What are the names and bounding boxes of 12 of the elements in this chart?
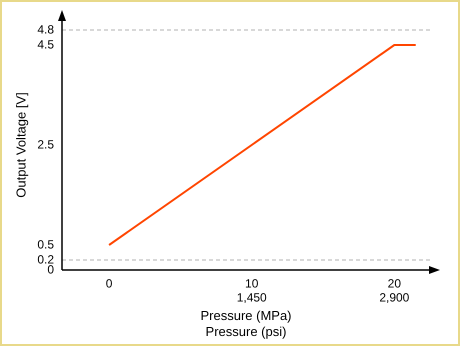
y-tick-label: 2.5 <box>37 137 54 152</box>
x-tick-label: 10 <box>245 276 259 290</box>
x2-tick-label: 2,900 <box>379 290 410 304</box>
x2-tick-label: 1,450 <box>236 290 268 304</box>
x-tick-label: 20 <box>388 276 402 290</box>
x-axis-title: Pressure (MPa) <box>200 308 292 324</box>
y-tick-label: 0.5 <box>37 237 54 252</box>
y-tick-label: 4.8 <box>37 22 54 36</box>
y-axis-title: Output Voltage [V] <box>13 92 28 198</box>
x-tick-label: 0 <box>106 276 113 290</box>
x2-axis-title: Pressure (psi) <box>206 324 286 340</box>
y-tick-label: 4.5 <box>37 37 54 52</box>
